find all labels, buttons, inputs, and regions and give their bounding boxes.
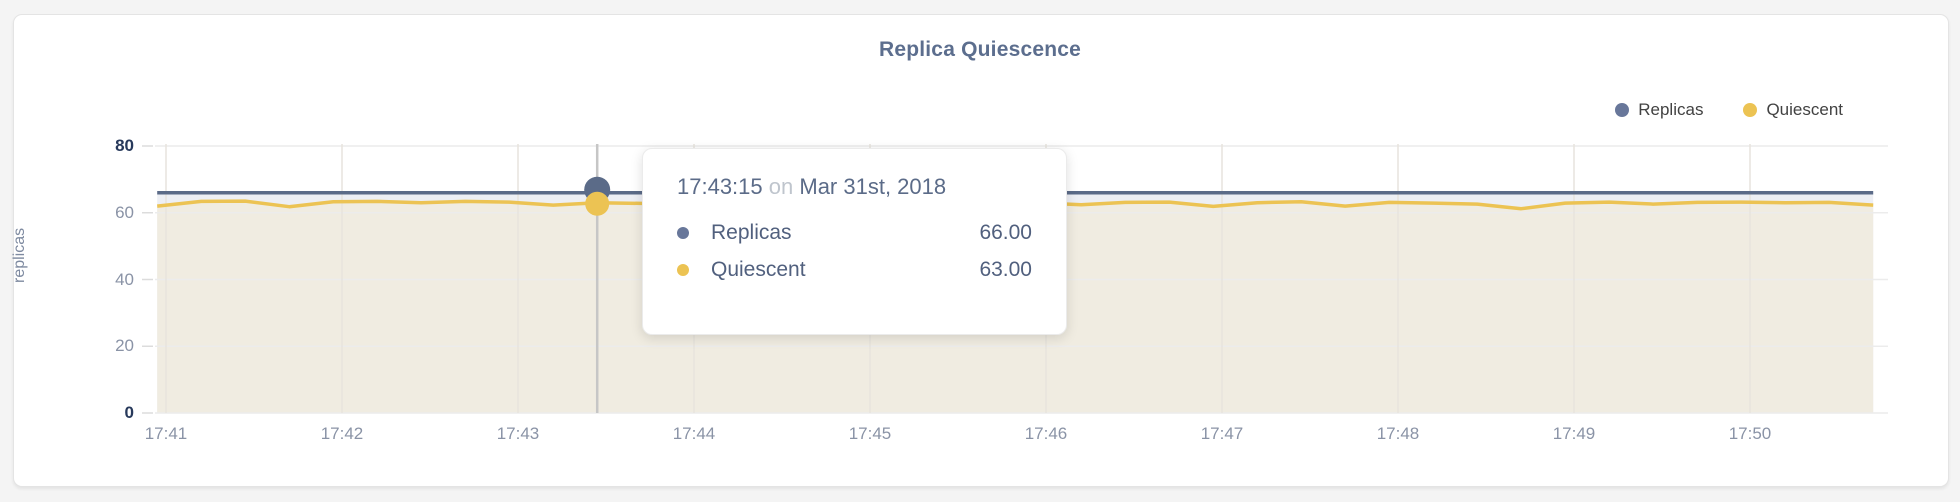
y-tick-label: 0 — [124, 403, 134, 422]
chart-tooltip: 17:43:15 on Mar 31st, 2018 Replicas 66.00… — [642, 148, 1067, 335]
legend-label: Replicas — [1638, 100, 1704, 119]
x-tick-label: 17:44 — [672, 424, 716, 443]
y-axis-title: replicas — [11, 227, 28, 283]
quiescent-dot-icon — [677, 263, 689, 276]
x-tick-label: 17:43 — [496, 424, 540, 443]
x-tick-label: 17:42 — [320, 424, 364, 443]
x-tick-label: 17:49 — [1552, 424, 1596, 443]
replicas-dot-icon — [677, 226, 689, 239]
x-tick-label: 17:47 — [1200, 424, 1244, 443]
tooltip-rows: Replicas 66.00 Quiescent 63.00 — [677, 214, 1032, 288]
x-tick-label: 17:45 — [848, 424, 892, 443]
y-tick-label: 40 — [115, 269, 134, 289]
tooltip-series-name: Replicas — [711, 220, 792, 244]
tooltip-series-value: 63.00 — [979, 257, 1032, 281]
y-tick-label: 20 — [115, 336, 134, 356]
replicas-dot-icon — [1615, 103, 1630, 117]
tooltip-conjunction: on — [768, 174, 794, 199]
tooltip-row-replicas: Replicas 66.00 — [677, 214, 1032, 251]
x-tick-label: 17:41 — [144, 424, 188, 443]
x-tick-label: 17:48 — [1376, 424, 1420, 443]
tooltip-series-value: 66.00 — [979, 220, 1032, 244]
tooltip-time: 17:43:15 — [677, 174, 763, 199]
y-tick-label: 60 — [115, 202, 134, 222]
tooltip-series-name: Quiescent — [711, 257, 806, 281]
tooltip-row-quiescent: Quiescent 63.00 — [677, 251, 1032, 288]
quiescent-highlight-dot — [585, 191, 610, 216]
quiescent-dot-icon — [1743, 103, 1758, 117]
legend-item-replicas[interactable]: Replicas — [1615, 100, 1703, 120]
x-tick-label: 17:50 — [1728, 424, 1772, 443]
tooltip-header: 17:43:15 on Mar 31st, 2018 — [677, 174, 1032, 200]
y-tick-label: 80 — [115, 136, 134, 155]
chart-title: Replica Quiescence — [878, 38, 1082, 61]
legend: Replicas Quiescent — [1615, 100, 1843, 120]
legend-item-quiescent[interactable]: Quiescent — [1743, 100, 1843, 120]
tooltip-date: Mar 31st, 2018 — [799, 174, 947, 199]
x-tick-label: 17:46 — [1024, 424, 1068, 443]
legend-label: Quiescent — [1766, 100, 1843, 119]
